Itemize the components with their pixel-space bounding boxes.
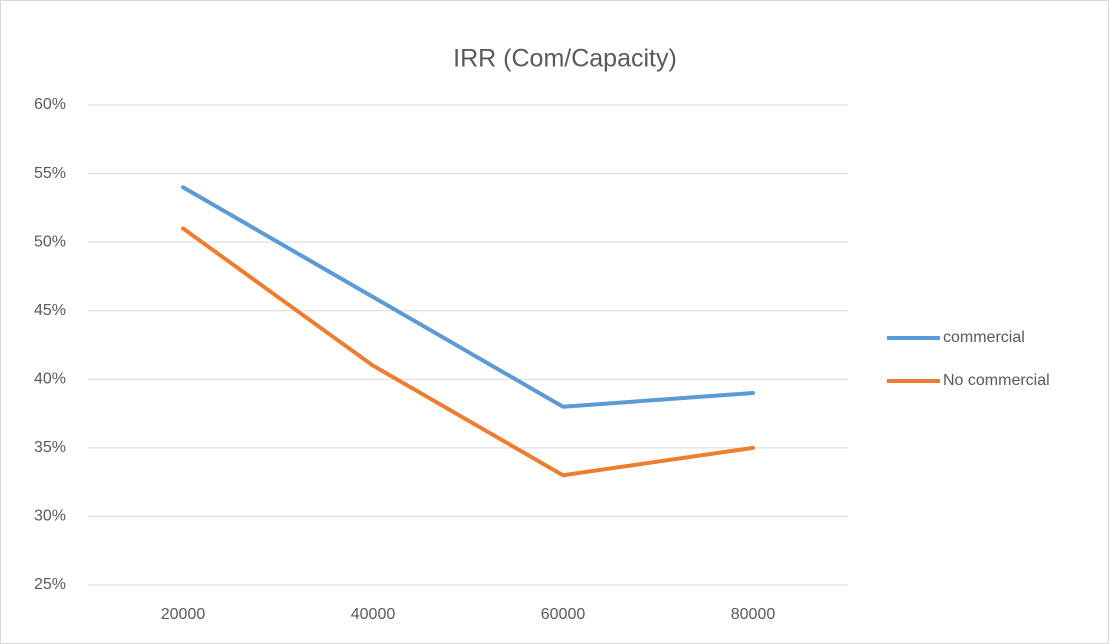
y-tick-label: 55% bbox=[34, 165, 66, 182]
x-tick-label: 20000 bbox=[161, 606, 206, 623]
legend-label: No commercial bbox=[943, 372, 1050, 389]
y-tick-label: 45% bbox=[34, 302, 66, 319]
series-line bbox=[181, 226, 755, 478]
y-tick-label: 40% bbox=[34, 371, 66, 388]
y-tick-label: 60% bbox=[34, 96, 66, 113]
y-tick-label: 35% bbox=[34, 439, 66, 456]
series-line bbox=[181, 185, 755, 409]
x-tick-label: 80000 bbox=[731, 606, 776, 623]
y-tick-label: 30% bbox=[34, 508, 66, 525]
legend-label: commercial bbox=[943, 329, 1025, 346]
chart-title: IRR (Com/Capacity) bbox=[453, 45, 677, 73]
x-tick-label: 40000 bbox=[351, 606, 396, 623]
x-tick-label: 60000 bbox=[541, 606, 586, 623]
y-tick-label: 50% bbox=[34, 233, 66, 250]
y-tick-label: 25% bbox=[34, 576, 66, 593]
